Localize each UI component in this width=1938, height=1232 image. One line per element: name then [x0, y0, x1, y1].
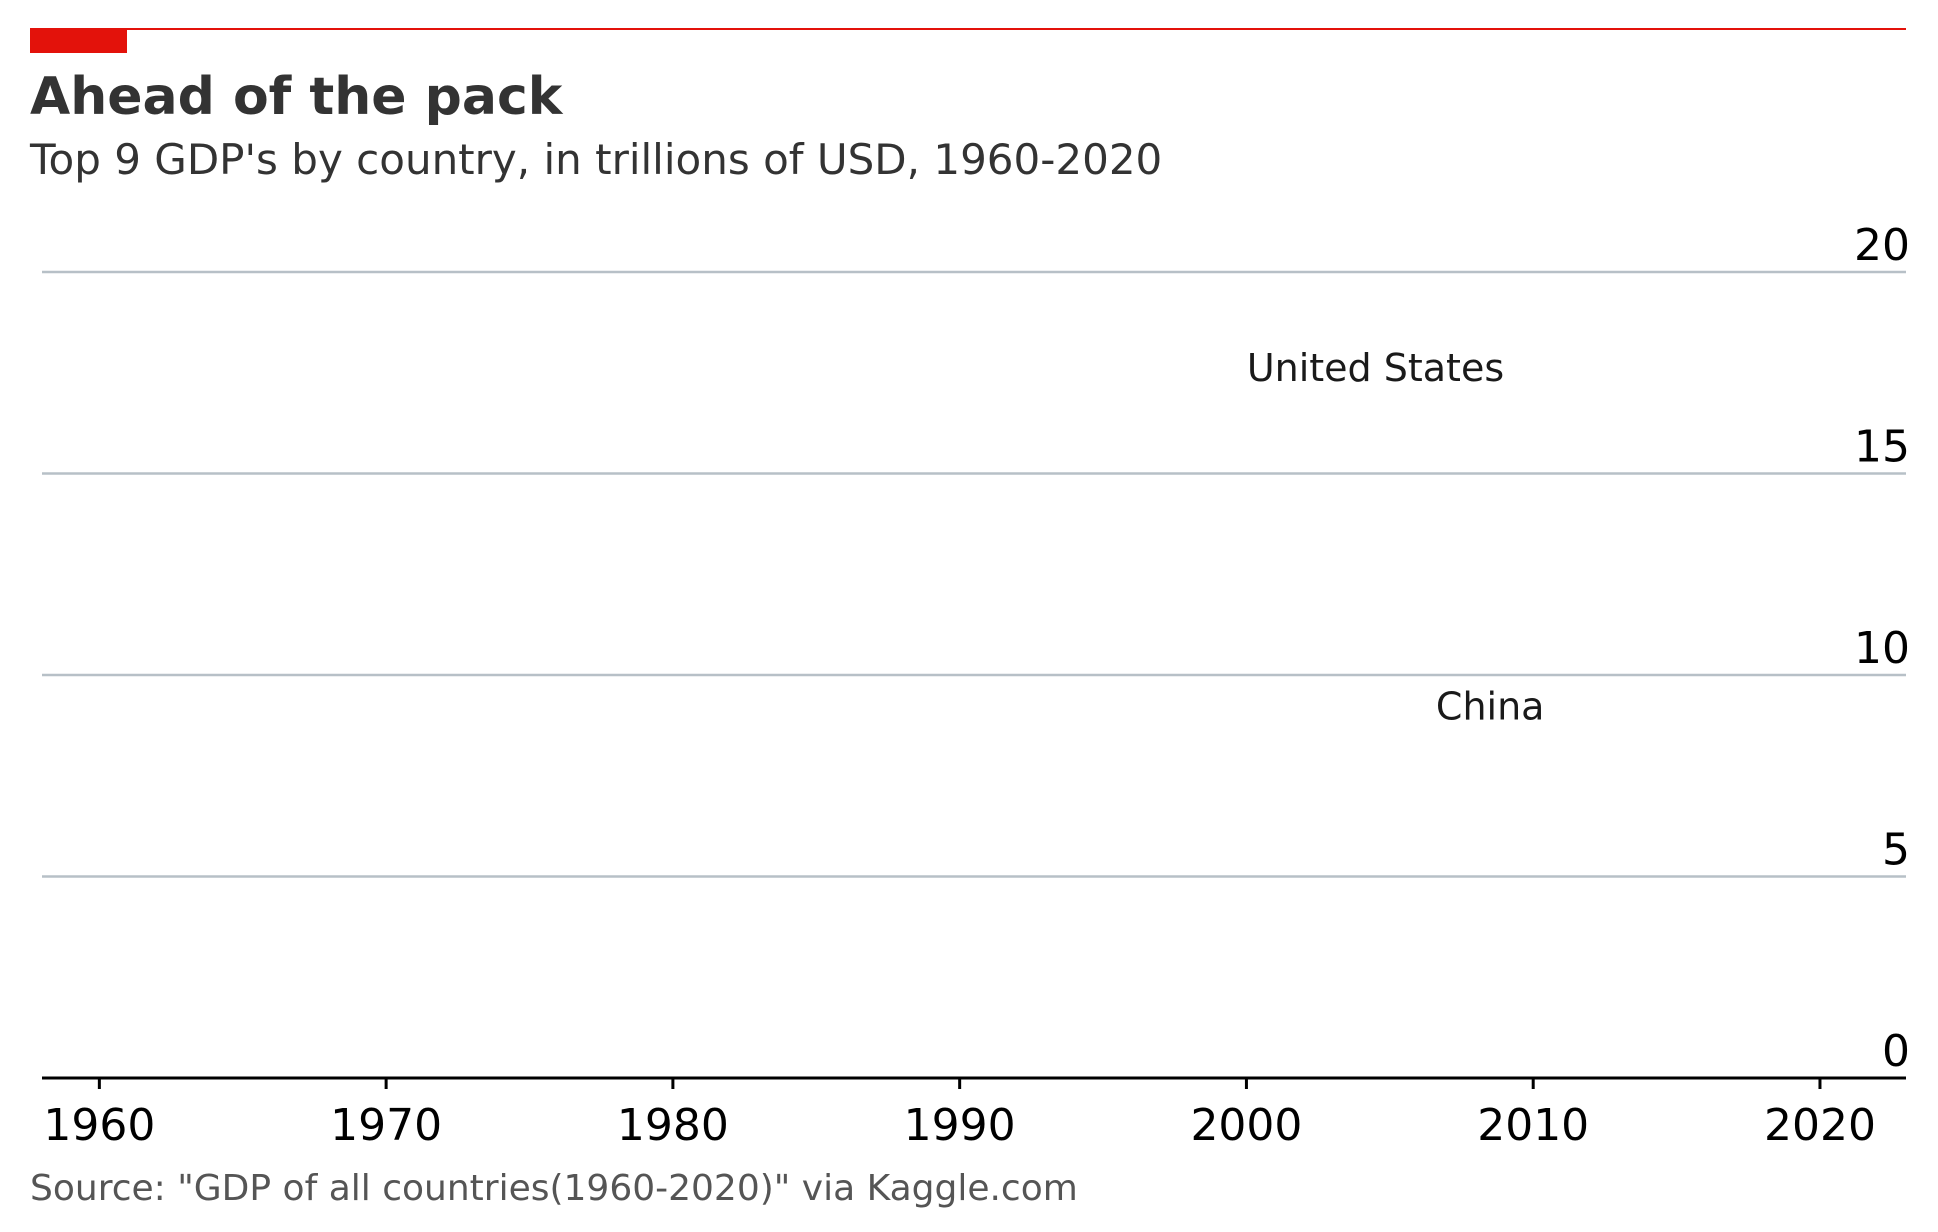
y-tick-label-15: 15: [1854, 422, 1910, 473]
gridlines: [42, 270, 1906, 878]
y-tick-label-0: 0: [1882, 1026, 1910, 1077]
annotation-china: China: [1436, 684, 1545, 728]
x-tick-label-2010: 2010: [1477, 1100, 1589, 1151]
x-tick-label-1960: 1960: [43, 1100, 155, 1151]
x-tick-labels: 1960 1970 1980 1990 2000 2010 2020: [43, 1100, 1876, 1151]
x-tick-label-2020: 2020: [1764, 1100, 1876, 1151]
chart-title: Ahead of the pack: [30, 67, 564, 127]
y-tick-label-20: 20: [1854, 220, 1910, 271]
y-tick-labels: 0 5 10 15 20: [1854, 220, 1910, 1077]
chart-subtitle: Top 9 GDP's by country, in trillions of …: [29, 135, 1162, 184]
annotation-united-states: United States: [1247, 346, 1504, 390]
source-note: Source: "GDP of all countries(1960-2020)…: [30, 1168, 1078, 1209]
x-tick-label-2000: 2000: [1190, 1100, 1302, 1151]
annotations: United States China: [1247, 346, 1545, 729]
y-tick-label-10: 10: [1854, 623, 1910, 674]
x-tick-label-1980: 1980: [617, 1100, 729, 1151]
x-tick-label-1990: 1990: [904, 1100, 1016, 1151]
header-accent-bar: [30, 29, 127, 53]
x-axis: [42, 1076, 1906, 1089]
x-tick-label-1970: 1970: [330, 1100, 442, 1151]
y-tick-label-5: 5: [1882, 825, 1910, 876]
